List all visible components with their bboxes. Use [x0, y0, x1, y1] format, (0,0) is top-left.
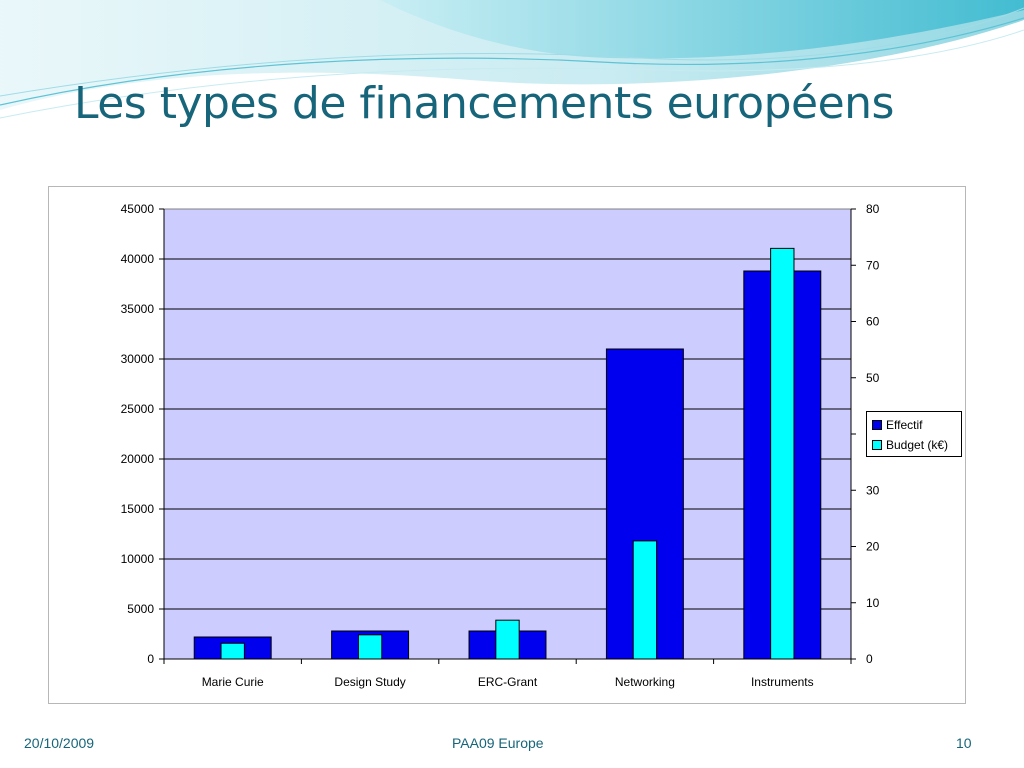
right-tick-label-70: 70	[866, 258, 880, 272]
left-tick-label-45000: 45000	[121, 202, 155, 216]
legend-label-effectif: Effectif	[886, 418, 923, 432]
left-tick-label-20000: 20000	[121, 452, 155, 466]
chart-frame: 0 5000 10000 15000 20000 25000 30000 35000 40000…	[48, 186, 966, 704]
x-tick-label-0: Marie Curie	[202, 675, 264, 689]
footer-date: 20/10/2009	[24, 735, 95, 751]
right-tick-label-80: 80	[866, 202, 880, 216]
left-tick-label-15000: 15000	[121, 502, 155, 516]
bar-budget-2	[495, 619, 520, 660]
right-tick-label-30: 30	[866, 483, 880, 497]
bar-budget-4	[770, 247, 795, 660]
legend-swatch-budget	[872, 440, 882, 450]
legend-item-effectif: Effectif	[872, 415, 961, 435]
legend-item-budget: Budget (k€)	[872, 435, 961, 455]
bar-chart: 0 5000 10000 15000 20000 25000 30000 35000 40000…	[121, 202, 880, 689]
bar-budget-1	[357, 634, 383, 660]
right-tick-label-20: 20	[866, 540, 880, 554]
right-tick-label-50: 50	[866, 371, 880, 385]
left-tick-label-10000: 10000	[121, 552, 155, 566]
footer-presentation-name: PAA09 Europe	[452, 735, 544, 751]
x-tick-label-3: Networking	[615, 675, 675, 689]
x-tick-label-1: Design Study	[334, 675, 405, 689]
slide-title: Les types de financements européens	[74, 78, 894, 129]
footer-page-number: 10	[956, 735, 972, 751]
x-tick-label-2: ERC-Grant	[478, 675, 538, 689]
left-tick-label-35000: 35000	[121, 302, 155, 316]
left-tick-label-25000: 25000	[121, 402, 155, 416]
legend-label-budget: Budget (k€)	[886, 438, 949, 452]
legend-swatch-effectif	[872, 420, 882, 430]
right-tick-label-0: 0	[866, 652, 873, 666]
right-tick-label-60: 60	[866, 315, 880, 329]
left-tick-label-5000: 5000	[127, 602, 154, 616]
bar-budget-3	[632, 540, 658, 660]
right-tick-label-10: 10	[866, 596, 880, 610]
chart-legend: Effectif Budget (k€)	[866, 411, 962, 457]
bar-budget-0	[220, 642, 245, 660]
left-tick-label-40000: 40000	[121, 252, 155, 266]
left-tick-label-0: 0	[147, 652, 154, 666]
decorative-waves	[0, 0, 1024, 119]
x-tick-label-4: Instruments	[751, 675, 814, 689]
left-tick-label-30000: 30000	[121, 352, 155, 366]
plot-area	[163, 208, 852, 660]
